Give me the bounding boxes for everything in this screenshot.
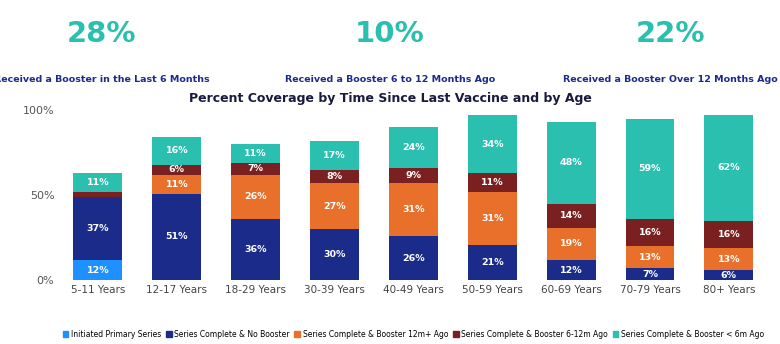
Text: 10%: 10% bbox=[355, 20, 425, 49]
Text: 17%: 17% bbox=[323, 151, 346, 160]
Text: 7%: 7% bbox=[642, 270, 658, 279]
Bar bbox=[626, 219, 675, 246]
Text: 11%: 11% bbox=[244, 149, 267, 158]
Bar bbox=[704, 221, 753, 248]
Bar bbox=[310, 229, 359, 280]
Text: 6%: 6% bbox=[721, 271, 737, 280]
Text: 8%: 8% bbox=[327, 172, 342, 181]
Bar bbox=[73, 260, 122, 280]
Text: Percent Coverage by Time Since Last Vaccine and by Age: Percent Coverage by Time Since Last Vacc… bbox=[189, 92, 591, 105]
Text: 26%: 26% bbox=[402, 254, 425, 263]
Text: Received a Booster Over 12 Months Ago: Received a Booster Over 12 Months Ago bbox=[563, 75, 778, 84]
Text: 31%: 31% bbox=[481, 214, 504, 223]
Bar bbox=[704, 270, 753, 280]
Text: 11%: 11% bbox=[481, 178, 504, 187]
Bar bbox=[547, 228, 596, 260]
Text: 21%: 21% bbox=[481, 258, 504, 267]
Bar bbox=[73, 197, 122, 260]
Text: 51%: 51% bbox=[165, 233, 188, 241]
Text: 16%: 16% bbox=[165, 147, 188, 155]
Bar bbox=[704, 115, 753, 221]
Bar bbox=[389, 183, 438, 236]
Bar bbox=[468, 173, 516, 192]
Text: 14%: 14% bbox=[560, 211, 583, 220]
Text: 16%: 16% bbox=[718, 230, 740, 239]
Text: 19%: 19% bbox=[560, 239, 583, 248]
Bar bbox=[310, 141, 359, 170]
Bar bbox=[231, 163, 280, 175]
Text: 30%: 30% bbox=[324, 250, 346, 259]
Bar bbox=[152, 175, 201, 194]
Bar bbox=[231, 219, 280, 280]
Text: Received a Booster 6 to 12 Months Ago: Received a Booster 6 to 12 Months Ago bbox=[285, 75, 495, 84]
Bar bbox=[73, 192, 122, 197]
Bar bbox=[152, 164, 201, 175]
Text: 7%: 7% bbox=[248, 164, 264, 173]
Text: 12%: 12% bbox=[87, 266, 109, 275]
Bar bbox=[310, 183, 359, 229]
Bar bbox=[231, 175, 280, 219]
Bar bbox=[231, 144, 280, 163]
Text: 28%: 28% bbox=[66, 20, 136, 49]
Text: 11%: 11% bbox=[165, 180, 188, 189]
Text: 31%: 31% bbox=[402, 205, 424, 214]
Text: 22%: 22% bbox=[636, 20, 706, 49]
Text: 6%: 6% bbox=[168, 165, 185, 174]
Text: 48%: 48% bbox=[560, 158, 583, 168]
Text: 34%: 34% bbox=[481, 140, 504, 149]
Bar bbox=[152, 194, 201, 280]
Text: 26%: 26% bbox=[244, 192, 267, 202]
Text: 13%: 13% bbox=[639, 253, 661, 262]
Bar bbox=[547, 260, 596, 280]
Bar bbox=[310, 170, 359, 183]
Bar bbox=[152, 137, 201, 164]
Bar bbox=[468, 245, 516, 280]
Bar bbox=[626, 268, 675, 280]
Text: 27%: 27% bbox=[323, 202, 346, 211]
Text: 11%: 11% bbox=[87, 178, 109, 187]
Legend: Initiated Primary Series, Series Complete & No Booster, Series Complete & Booste: Initiated Primary Series, Series Complet… bbox=[59, 327, 768, 342]
Text: 9%: 9% bbox=[406, 171, 421, 180]
Bar bbox=[468, 192, 516, 245]
Text: 16%: 16% bbox=[639, 228, 661, 237]
Bar bbox=[468, 115, 516, 173]
Bar bbox=[389, 236, 438, 280]
Text: 59%: 59% bbox=[639, 164, 661, 173]
Text: 24%: 24% bbox=[402, 143, 425, 152]
Bar bbox=[626, 119, 675, 219]
Bar bbox=[704, 248, 753, 270]
Bar bbox=[389, 168, 438, 183]
Bar bbox=[547, 122, 596, 204]
Text: 12%: 12% bbox=[560, 266, 583, 275]
Bar bbox=[73, 173, 122, 192]
Bar bbox=[389, 127, 438, 168]
Bar bbox=[547, 204, 596, 228]
Text: 37%: 37% bbox=[87, 224, 109, 233]
Text: Received a Booster in the Last 6 Months: Received a Booster in the Last 6 Months bbox=[0, 75, 209, 84]
Text: 13%: 13% bbox=[718, 255, 740, 264]
Text: 62%: 62% bbox=[718, 163, 740, 172]
Bar bbox=[626, 246, 675, 268]
Text: 36%: 36% bbox=[244, 245, 267, 254]
